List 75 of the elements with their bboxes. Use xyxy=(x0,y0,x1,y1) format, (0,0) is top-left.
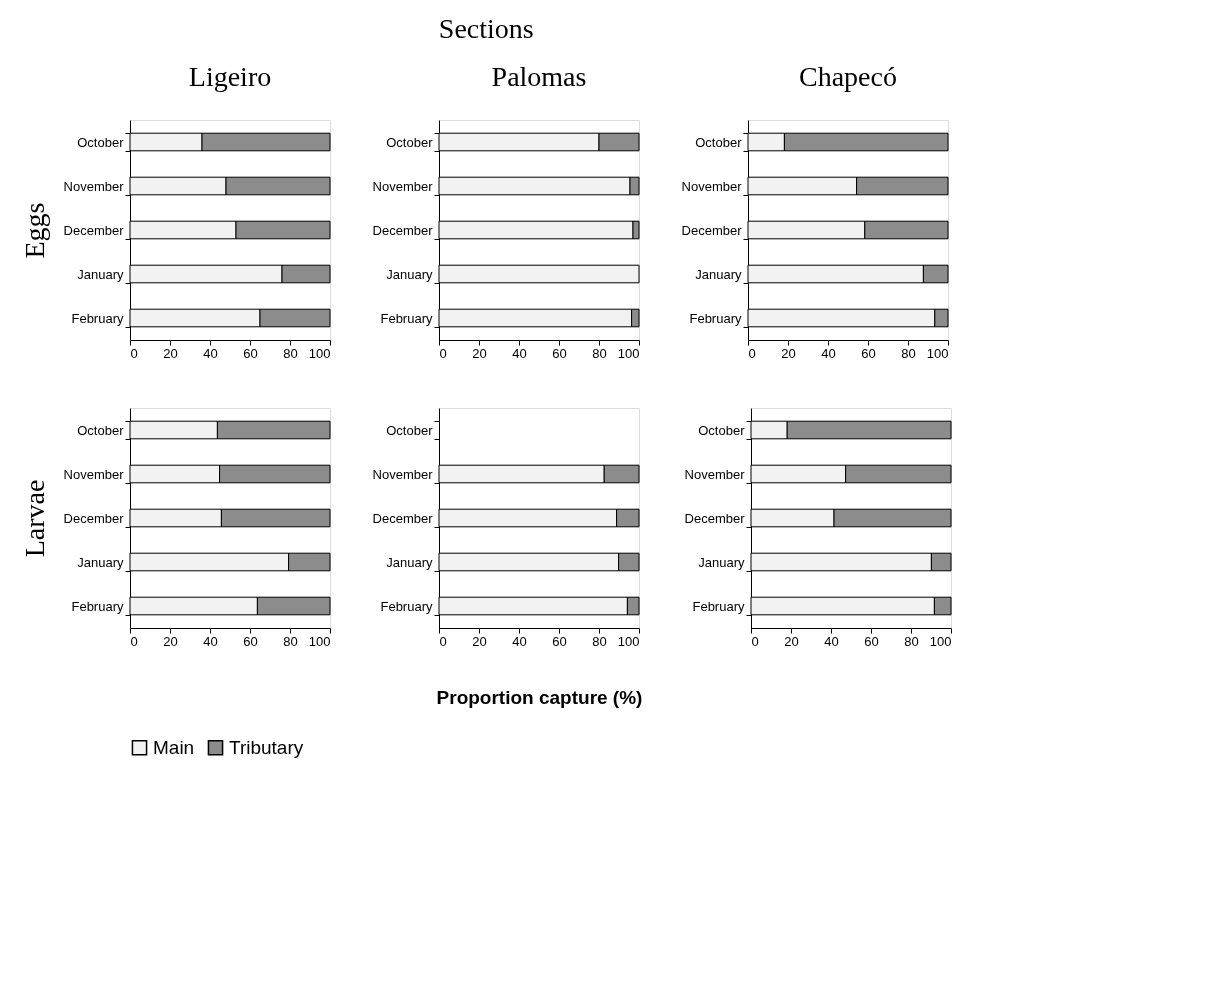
x-tick-label: 80 xyxy=(283,633,298,649)
x-tick-label: 80 xyxy=(283,345,298,361)
y-tick-label: November xyxy=(681,178,743,194)
legend-label: Tributary xyxy=(229,736,304,758)
x-axis-title: Proportion capture (%) xyxy=(436,686,643,708)
x-tick-label: 100 xyxy=(926,345,949,361)
x-tick-label: 20 xyxy=(472,633,487,649)
y-tick-label: January xyxy=(695,266,742,282)
legend-label: Main xyxy=(153,736,195,758)
y-tick-label: November xyxy=(63,466,125,482)
y-tick-label: February xyxy=(71,598,124,614)
x-tick-label: 20 xyxy=(163,633,178,649)
y-tick-label: October xyxy=(386,422,434,438)
y-axis-title: Larvae xyxy=(18,479,50,558)
x-tick-label: 0 xyxy=(439,633,447,649)
text: Sections xyxy=(438,12,534,44)
y-tick-label: November xyxy=(372,178,434,194)
y-axis-title: Eggs xyxy=(18,202,50,259)
y-tick-label: November xyxy=(684,466,746,482)
y-tick-label: October xyxy=(695,134,743,150)
x-tick-label: 100 xyxy=(617,633,640,649)
y-tick-label: December xyxy=(372,510,434,526)
chart-title: Palomas xyxy=(491,61,587,92)
x-tick-label: 100 xyxy=(308,633,331,649)
y-tick-label: January xyxy=(386,266,433,282)
x-tick-label: 60 xyxy=(861,345,876,361)
y-tick-label: October xyxy=(698,422,746,438)
x-tick-label: 60 xyxy=(243,633,258,649)
y-tick-label: November xyxy=(372,466,434,482)
y-tick-label: October xyxy=(77,422,125,438)
x-tick-label: 20 xyxy=(781,345,796,361)
x-tick-label: 0 xyxy=(130,345,138,361)
y-tick-label: November xyxy=(63,178,125,194)
x-tick-label: 0 xyxy=(751,633,759,649)
x-tick-label: 40 xyxy=(821,345,836,361)
x-tick-label: 40 xyxy=(203,633,218,649)
y-tick-label: October xyxy=(77,134,125,150)
y-tick-label: January xyxy=(77,554,124,570)
x-tick-label: 40 xyxy=(512,633,527,649)
y-tick-label: February xyxy=(380,598,433,614)
x-tick-label: 100 xyxy=(929,633,952,649)
y-tick-label: December xyxy=(63,510,125,526)
x-tick-label: 40 xyxy=(203,345,218,361)
x-tick-label: 80 xyxy=(592,633,607,649)
x-tick-label: 0 xyxy=(439,345,447,361)
y-tick-label: January xyxy=(77,266,124,282)
x-tick-label: 80 xyxy=(592,345,607,361)
y-tick-label: February xyxy=(380,310,433,326)
y-tick-label: December xyxy=(684,510,746,526)
x-tick-label: 0 xyxy=(130,633,138,649)
x-tick-label: 40 xyxy=(512,345,527,361)
x-tick-label: 80 xyxy=(904,633,919,649)
x-tick-label: 20 xyxy=(472,345,487,361)
x-tick-label: 100 xyxy=(308,345,331,361)
x-tick-label: 60 xyxy=(552,633,567,649)
x-tick-label: 20 xyxy=(784,633,799,649)
x-tick-label: 100 xyxy=(617,345,640,361)
y-tick-label: January xyxy=(386,554,433,570)
x-tick-label: 0 xyxy=(748,345,756,361)
chart-title: Chapecó xyxy=(799,61,897,92)
y-tick-label: December xyxy=(63,222,125,238)
x-tick-label: 20 xyxy=(163,345,178,361)
chart-title: Ligeiro xyxy=(188,61,272,92)
y-tick-label: December xyxy=(372,222,434,238)
y-tick-label: December xyxy=(681,222,743,238)
y-tick-label: February xyxy=(71,310,124,326)
x-tick-label: 60 xyxy=(243,345,258,361)
y-tick-label: October xyxy=(386,134,434,150)
y-tick-label: January xyxy=(698,554,745,570)
y-tick-label: February xyxy=(689,310,742,326)
x-tick-label: 60 xyxy=(552,345,567,361)
x-tick-label: 60 xyxy=(864,633,879,649)
x-tick-label: 40 xyxy=(824,633,839,649)
y-tick-label: February xyxy=(692,598,745,614)
x-tick-label: 80 xyxy=(901,345,916,361)
